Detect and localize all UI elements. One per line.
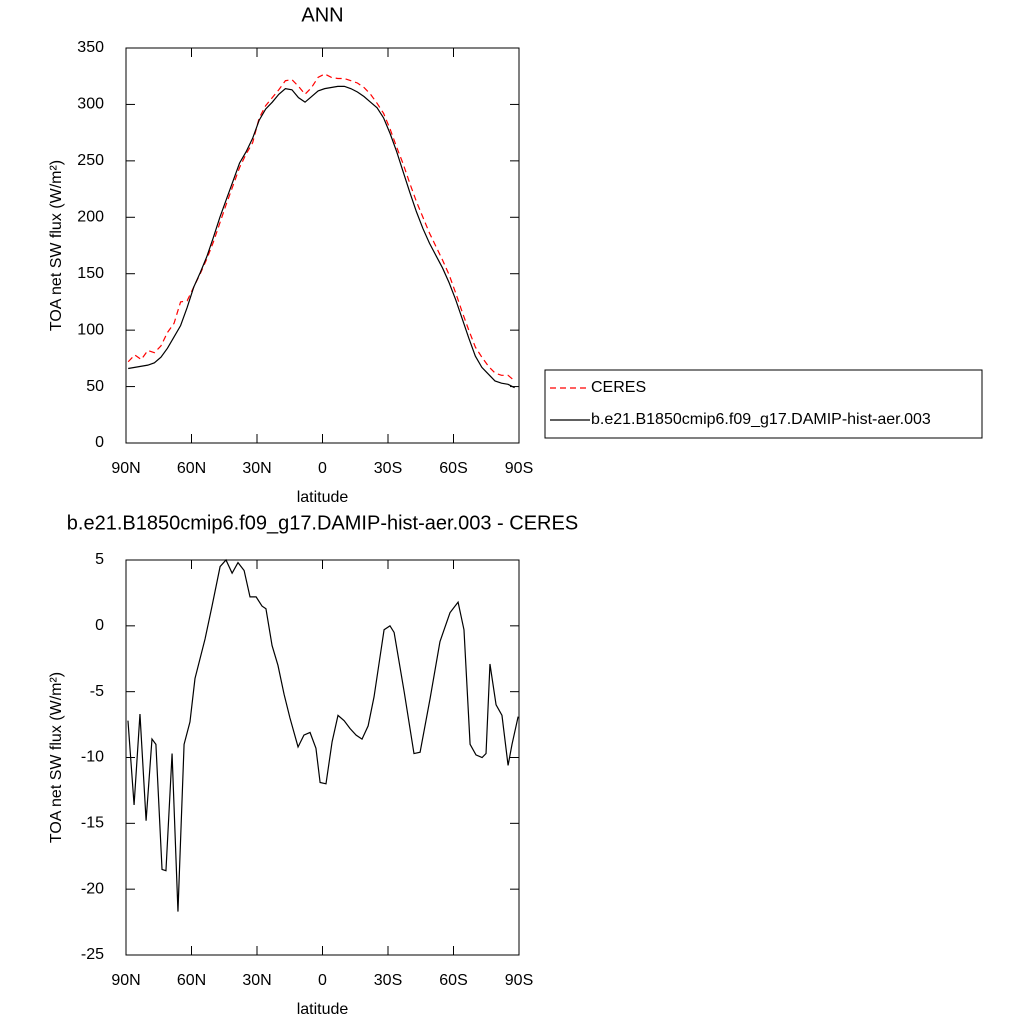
- plot-frame: [125, 559, 520, 956]
- x-tick-label: 90N: [111, 460, 140, 477]
- y-tick-label: -20: [81, 880, 104, 897]
- x-tick-label: 60S: [439, 460, 467, 477]
- plot-frame: [125, 47, 520, 444]
- y-tick-label: 100: [77, 321, 104, 338]
- y-tick-label: 50: [86, 378, 104, 395]
- data-line: [127, 558, 519, 912]
- x-tick-label: 30N: [242, 460, 271, 477]
- x-tick-label: 90N: [111, 972, 140, 989]
- x-tick-label: 60N: [177, 972, 206, 989]
- legend-label: CERES: [591, 379, 646, 396]
- data-line: [127, 73, 516, 382]
- y-tick-label: 250: [77, 152, 104, 169]
- x-tick-label: 0: [318, 972, 327, 989]
- legend-label: b.e21.B1850cmip6.f09_g17.DAMIP-hist-aer.…: [591, 411, 931, 428]
- x-axis-label: latitude: [297, 489, 349, 506]
- x-tick-label: 30S: [374, 460, 402, 477]
- y-axis-label: TOA net SW flux (W/m²): [48, 672, 65, 843]
- y-tick-label: 350: [77, 39, 104, 56]
- x-tick-label: 30S: [374, 972, 402, 989]
- legend-box: [544, 369, 983, 439]
- y-tick-label: -5: [90, 683, 104, 700]
- chart-title: ANN: [301, 4, 343, 26]
- x-tick-label: 60N: [177, 460, 206, 477]
- x-tick-label: 0: [318, 460, 327, 477]
- x-axis-label: latitude: [297, 1001, 349, 1018]
- x-tick-label: 60S: [439, 972, 467, 989]
- y-tick-label: 200: [77, 209, 104, 226]
- chart-title: b.e21.B1850cmip6.f09_g17.DAMIP-hist-aer.…: [67, 512, 578, 534]
- y-axis-label: TOA net SW flux (W/m²): [48, 160, 65, 331]
- y-tick-label: 150: [77, 265, 104, 282]
- y-tick-label: -10: [81, 749, 104, 766]
- y-tick-label: 300: [77, 96, 104, 113]
- y-tick-label: 0: [95, 617, 104, 634]
- x-tick-label: 30N: [242, 972, 271, 989]
- x-tick-label: 90S: [505, 460, 533, 477]
- data-line: [128, 85, 515, 389]
- y-tick-label: -25: [81, 946, 104, 963]
- x-tick-label: 90S: [505, 972, 533, 989]
- y-tick-label: 5: [95, 551, 104, 568]
- y-tick-label: -15: [81, 815, 104, 832]
- y-tick-label: 0: [95, 434, 104, 451]
